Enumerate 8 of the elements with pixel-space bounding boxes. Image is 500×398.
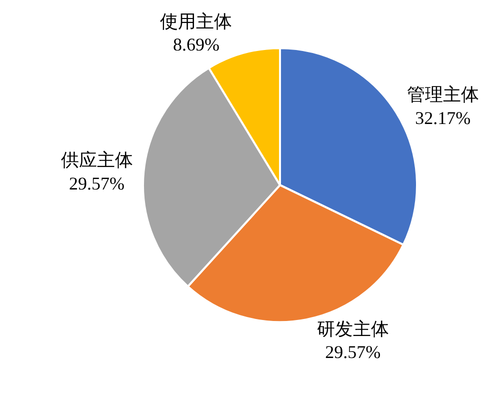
slice-label: 研发主体 [316,318,389,339]
data-label: 29.57% [325,342,381,362]
slice-label: 使用主体 [160,11,232,32]
data-label: 29.57% [69,173,125,194]
slice-label: 管理主体 [406,84,479,104]
data-label: 8.69% [172,34,220,55]
slice-label: 供应主体 [60,150,133,170]
data-label: 32.17% [415,108,471,128]
